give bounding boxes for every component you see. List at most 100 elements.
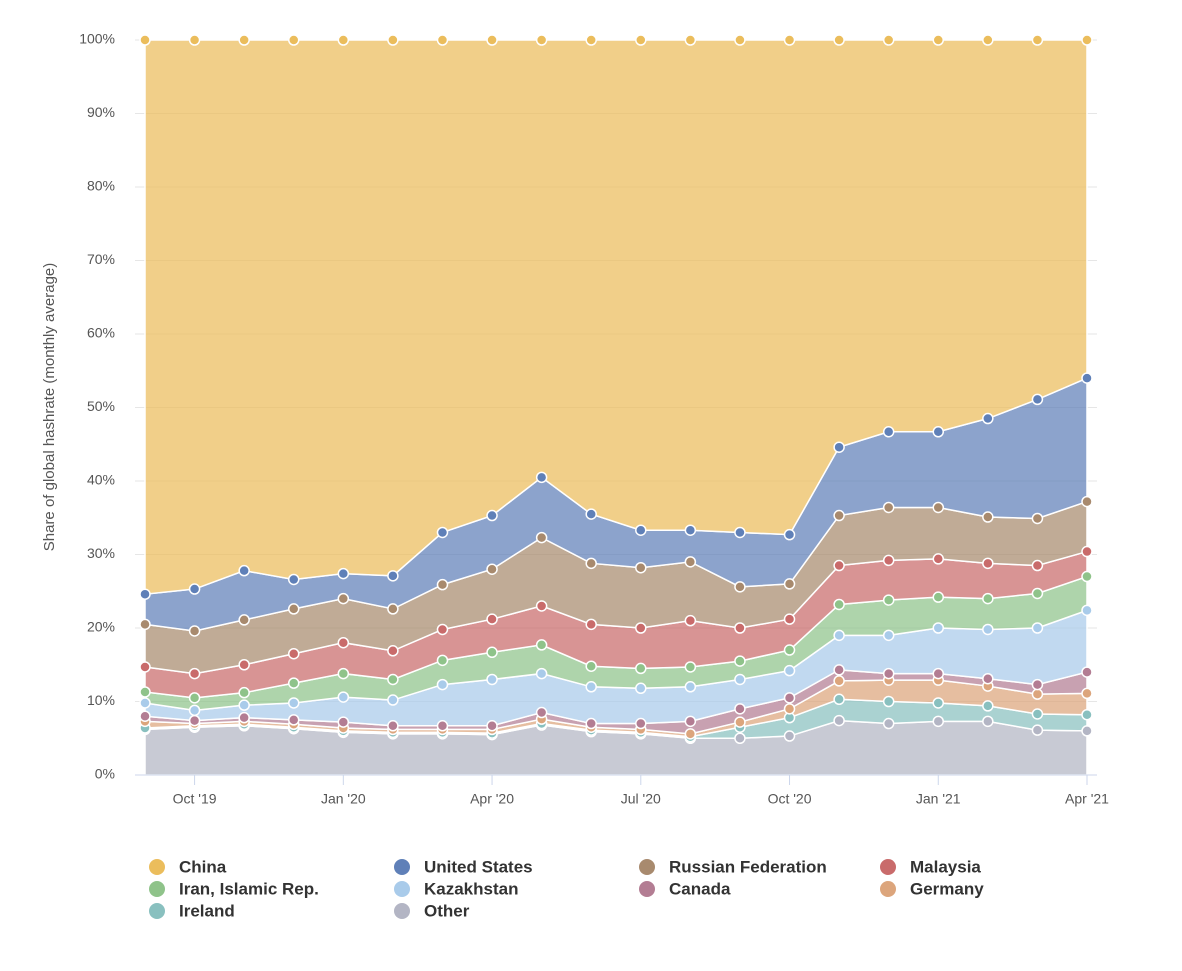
point [684, 728, 697, 740]
point [436, 678, 449, 691]
point [387, 570, 399, 582]
point [932, 426, 945, 438]
point [238, 699, 250, 711]
legend-item[interactable]: United States [394, 857, 533, 876]
point [486, 720, 498, 732]
point [1031, 393, 1044, 406]
point [238, 659, 250, 671]
point [1081, 545, 1093, 558]
legend-item[interactable]: Kazakhstan [394, 879, 518, 898]
legend-item[interactable]: Malaysia [880, 857, 981, 876]
legend-label: Kazakhstan [424, 879, 518, 898]
x-tick-label: Oct '20 [768, 791, 812, 807]
legend-marker [149, 903, 165, 919]
point [684, 715, 697, 728]
point [833, 693, 845, 706]
point [1031, 724, 1044, 736]
point [734, 673, 746, 686]
point [337, 716, 350, 728]
legend-item[interactable]: Ireland [149, 901, 235, 920]
point [436, 720, 449, 732]
point [684, 614, 697, 627]
legend-label: Malaysia [910, 857, 981, 876]
point [1031, 708, 1044, 720]
y-tick-label: 40% [87, 472, 115, 488]
point [585, 717, 597, 730]
point [535, 706, 548, 719]
legend-marker [394, 881, 410, 897]
point [535, 639, 548, 651]
point [684, 556, 697, 568]
point [337, 592, 350, 605]
point [932, 715, 945, 728]
point [882, 629, 895, 642]
point [684, 661, 697, 673]
point [684, 681, 697, 693]
point [387, 34, 399, 46]
point [535, 600, 548, 612]
point [734, 581, 746, 593]
point [982, 700, 994, 712]
y-tick-label: 10% [87, 692, 115, 708]
y-tick-label: 70% [87, 251, 115, 267]
point [337, 636, 350, 649]
point [535, 667, 548, 680]
y-tick-label: 50% [87, 398, 115, 414]
point [932, 34, 945, 46]
point [387, 694, 399, 706]
point [734, 655, 746, 667]
point [882, 554, 895, 567]
legend-marker [880, 881, 896, 897]
point [734, 716, 746, 728]
point [734, 703, 746, 715]
point [337, 34, 350, 46]
point [238, 614, 250, 626]
point [635, 561, 647, 574]
point [486, 509, 498, 522]
point [337, 691, 350, 703]
legend-item[interactable]: Iran, Islamic Rep. [149, 879, 319, 898]
point [287, 677, 300, 689]
point [833, 675, 845, 687]
point [982, 34, 994, 46]
point [635, 34, 647, 46]
legend-label: Russian Federation [669, 857, 827, 876]
point [139, 710, 151, 722]
legend-item[interactable]: Germany [880, 879, 984, 898]
point [1081, 666, 1093, 678]
point [882, 426, 895, 438]
legend-label: Other [424, 901, 470, 920]
point [1031, 688, 1044, 700]
point [585, 618, 597, 631]
point [139, 34, 151, 46]
point [1081, 725, 1093, 737]
point [1031, 559, 1044, 572]
y-tick-label: 0% [95, 766, 115, 782]
legend-marker [880, 859, 896, 875]
point [635, 717, 647, 730]
point [387, 645, 399, 657]
point [287, 714, 300, 726]
point [585, 34, 597, 46]
y-tick-label: 60% [87, 325, 115, 341]
legend-marker [639, 859, 655, 875]
legend-item[interactable]: Canada [639, 879, 731, 898]
point [635, 524, 647, 536]
point [783, 613, 796, 625]
point [882, 667, 895, 680]
point [139, 686, 151, 698]
x-tick-label: Jan '21 [916, 791, 961, 807]
point [882, 501, 895, 514]
point [139, 697, 151, 709]
point [387, 603, 399, 615]
legend-item[interactable]: Russian Federation [639, 857, 827, 876]
point [783, 644, 796, 656]
legend-item[interactable]: China [149, 857, 227, 876]
point [833, 714, 845, 727]
point [188, 34, 201, 46]
point [982, 592, 994, 605]
x-tick-label: Apr '20 [470, 791, 514, 807]
legend-item[interactable]: Other [394, 901, 470, 920]
point [684, 34, 697, 46]
